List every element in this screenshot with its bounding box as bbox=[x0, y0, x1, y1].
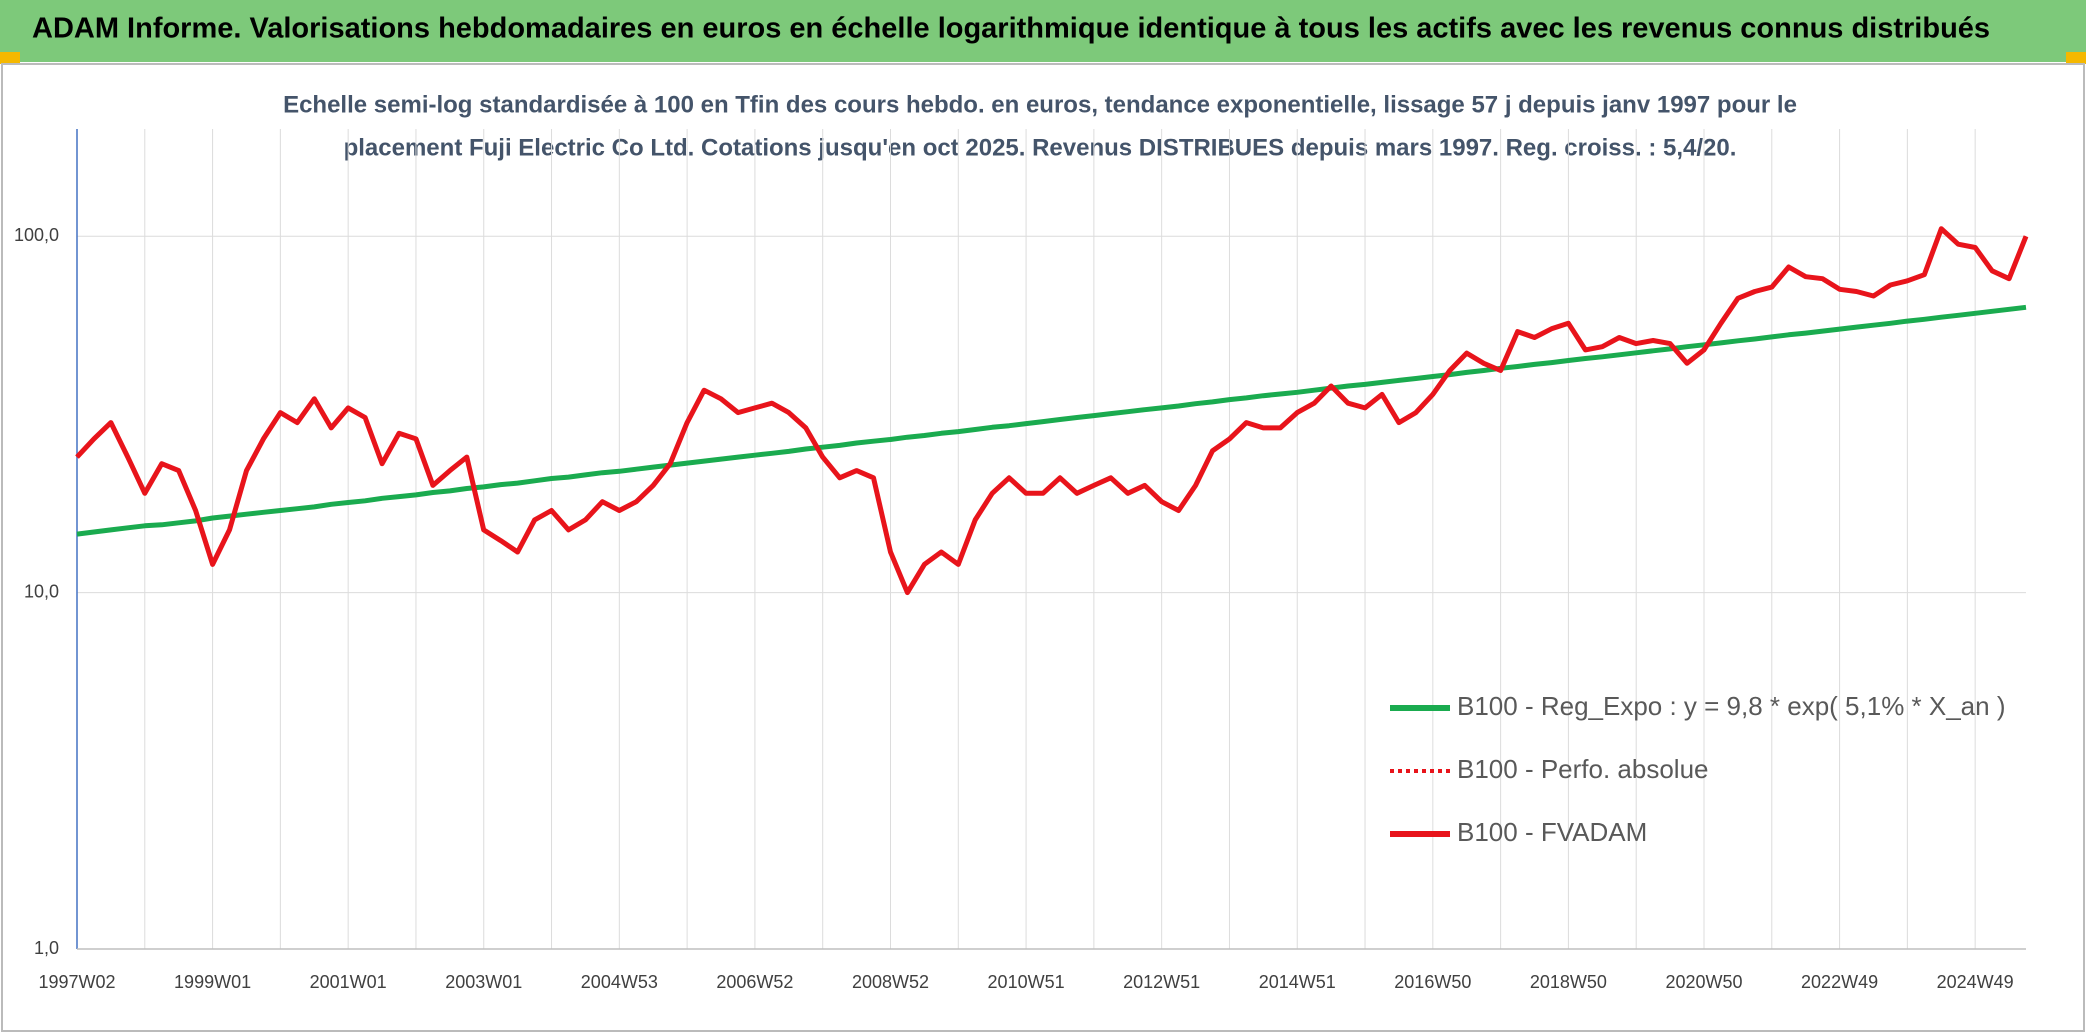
series-line bbox=[75, 226, 2029, 596]
x-tick-label: 2006W52 bbox=[716, 972, 793, 992]
y-tick-label: 10,0 bbox=[24, 581, 59, 601]
x-tick-label: 2004W53 bbox=[581, 972, 658, 992]
corner bbox=[2066, 52, 2086, 64]
x-tick-label: 2012W51 bbox=[1123, 972, 1200, 992]
x-tick-label: 1997W02 bbox=[38, 972, 115, 992]
chart-title: placement Fuji Electric Co Ltd. Cotation… bbox=[344, 134, 1737, 161]
x-tick-label: 2024W49 bbox=[1937, 972, 2014, 992]
legend-label: B100 - Perfo. absolue bbox=[1457, 754, 1709, 784]
x-tick-label: 2016W50 bbox=[1394, 972, 1471, 992]
x-tick-label: 2003W01 bbox=[445, 972, 522, 992]
series-line bbox=[76, 304, 2027, 537]
header-bar bbox=[0, 0, 2086, 62]
page-title: ADAM Informe. Valorisations hebdomadaire… bbox=[32, 13, 1990, 45]
corner bbox=[0, 52, 20, 64]
x-tick-label: 2020W50 bbox=[1665, 972, 1742, 992]
y-tick-label: 100,0 bbox=[14, 225, 59, 245]
chart-title: Echelle semi-log standardisée à 100 en T… bbox=[283, 91, 1797, 118]
x-tick-label: 2008W52 bbox=[852, 972, 929, 992]
legend-label: B100 - FVADAM bbox=[1457, 817, 1647, 847]
x-tick-label: 2014W51 bbox=[1259, 972, 1336, 992]
panel-border bbox=[1, 63, 2085, 1032]
x-tick-label: 1999W01 bbox=[174, 972, 251, 992]
x-tick-label: 2001W01 bbox=[310, 972, 387, 992]
legend-label: B100 - Reg_Expo : y = 9,8 * exp( 5,1% * … bbox=[1457, 691, 2006, 721]
x-tick-label: 2022W49 bbox=[1801, 972, 1878, 992]
y-tick-label: 1,0 bbox=[34, 938, 59, 958]
x-tick-label: 2010W51 bbox=[988, 972, 1065, 992]
x-tick-label: 2018W50 bbox=[1530, 972, 1607, 992]
